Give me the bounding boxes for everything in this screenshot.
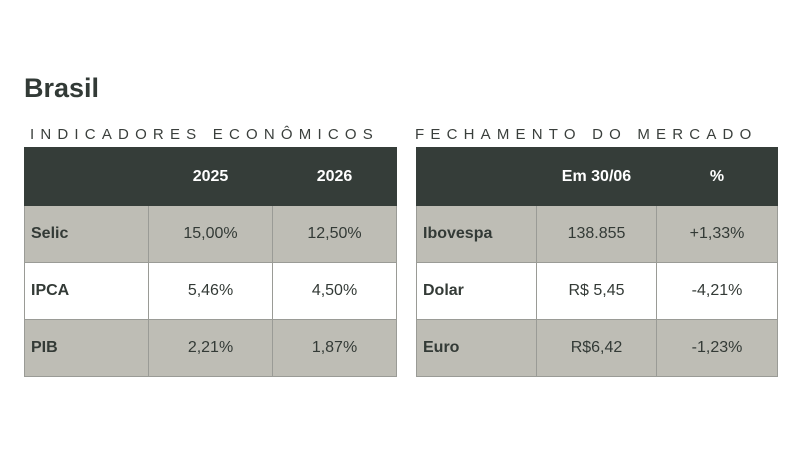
page-title: Brasil [24,73,100,103]
column-header-date: Em 30/06 [536,147,657,206]
market-value: 138.855 [536,205,657,263]
mercado-table: Em 30/06 % Ibovespa 138.855 +1,33% Dolar… [416,147,778,377]
row-label: IPCA [24,262,149,320]
table-row: Euro R$6,42 -1,23% [416,319,778,377]
column-header-empty [24,147,149,206]
table-row: IPCA 5,46% 4,50% [24,262,397,320]
indicadores-table: 2025 2026 Selic 15,00% 12,50% IPCA 5,46%… [24,147,397,377]
table-row: Selic 15,00% 12,50% [24,205,397,263]
change-positive: +1,33% [656,205,778,263]
column-header-2025: 2025 [148,147,273,206]
table-header-row: 2025 2026 [24,147,397,206]
market-value: R$ 5,45 [536,262,657,320]
table-row: PIB 2,21% 1,87% [24,319,397,377]
value-2025: 15,00% [148,205,273,263]
row-label: Euro [416,319,537,377]
row-label: Selic [24,205,149,263]
row-label: PIB [24,319,149,377]
value-2026: 4,50% [272,262,397,320]
row-label: Ibovespa [416,205,537,263]
table-row: Dolar R$ 5,45 -4,21% [416,262,778,320]
market-value: R$6,42 [536,319,657,377]
indicadores-heading: INDICADORES ECONÔMICOS [30,126,379,143]
change-negative: -4,21% [656,262,778,320]
value-2025: 2,21% [148,319,273,377]
value-2026: 12,50% [272,205,397,263]
table-row: Ibovespa 138.855 +1,33% [416,205,778,263]
row-label: Dolar [416,262,537,320]
change-negative: -1,23% [656,319,778,377]
column-header-2026: 2026 [272,147,397,206]
column-header-empty [416,147,537,206]
value-2025: 5,46% [148,262,273,320]
column-header-percent: % [656,147,778,206]
value-2026: 1,87% [272,319,397,377]
table-header-row: Em 30/06 % [416,147,778,206]
mercado-heading: FECHAMENTO DO MERCADO [415,126,758,143]
